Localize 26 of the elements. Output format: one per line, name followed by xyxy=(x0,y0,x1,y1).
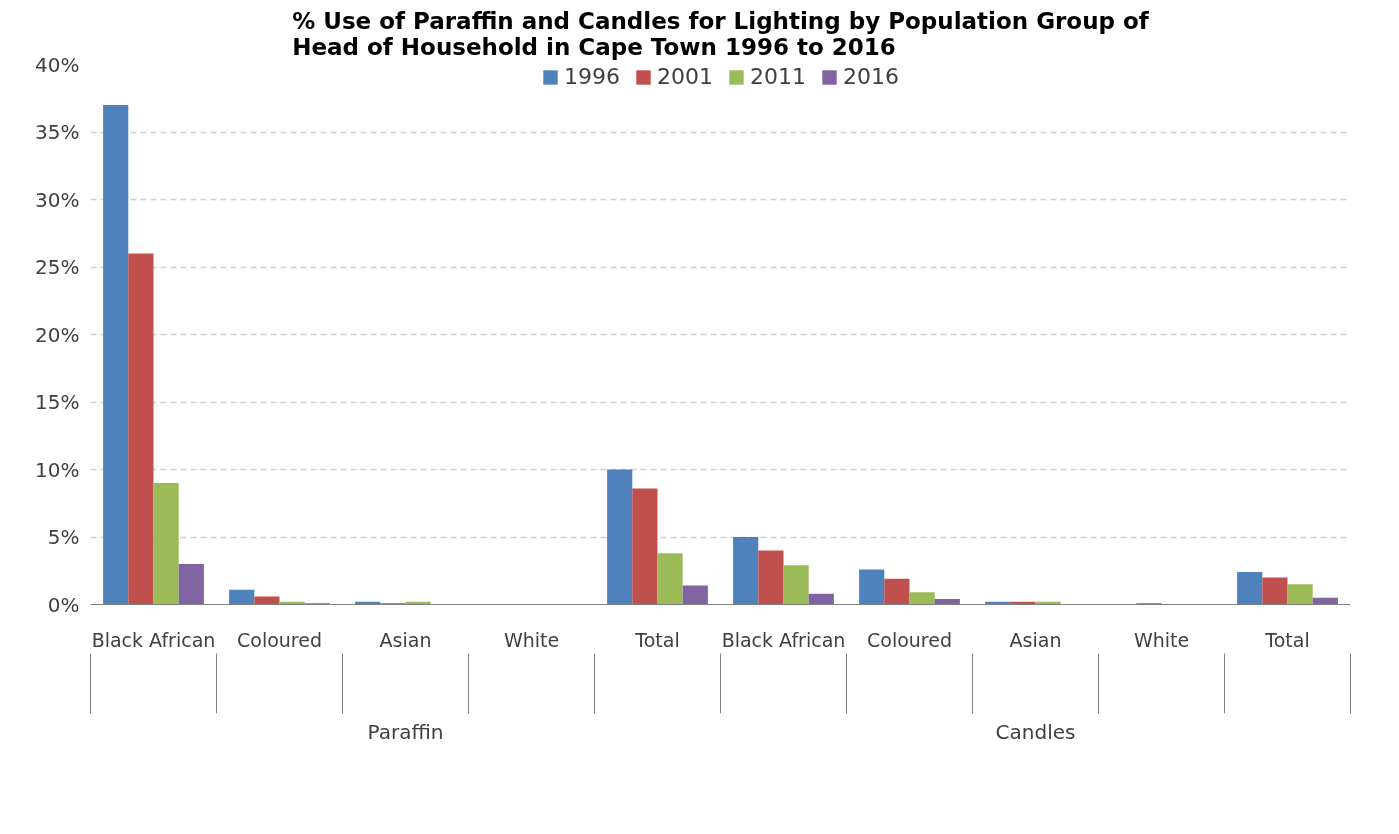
x-tick-label: Asian xyxy=(1009,628,1062,651)
y-tick-label: 5% xyxy=(47,525,80,549)
x-tick-label: Asian xyxy=(379,628,432,651)
legend-label: 2011 xyxy=(750,64,806,89)
x-tick-label: Black African xyxy=(91,628,216,651)
chart-title: % Use of Paraffin and Candles for Lighting by Population Group of Head of Household in Cape Town 1996 to 2016 xyxy=(292,7,1150,60)
y-tick-label: 35% xyxy=(35,120,80,144)
y-tick-label: 20% xyxy=(35,322,80,347)
y-tick-label: 25% xyxy=(35,255,80,279)
x-tick-label: Total xyxy=(634,628,680,651)
text: Paraffin xyxy=(367,719,444,744)
x-tick-label: White xyxy=(503,628,560,651)
x-tick-label: Total xyxy=(1264,628,1310,651)
y-tick-label: 40% xyxy=(35,52,80,77)
legend-label: 1996 xyxy=(564,64,620,89)
x-tick-label: Coloured xyxy=(867,628,952,651)
x-tick-label: Coloured xyxy=(237,628,322,651)
y-tick-label: 0% xyxy=(47,592,80,617)
y-tick-label: 10% xyxy=(35,457,80,482)
y-tick-label: 15% xyxy=(35,390,80,414)
legend-label: 2001 xyxy=(657,64,713,89)
x-tick-label: White xyxy=(1133,628,1190,651)
y-tick-label: 30% xyxy=(35,187,80,212)
legend-label: 2016 xyxy=(843,64,899,89)
x-tick-label: Black African xyxy=(721,628,846,651)
text: Candles xyxy=(995,719,1076,744)
